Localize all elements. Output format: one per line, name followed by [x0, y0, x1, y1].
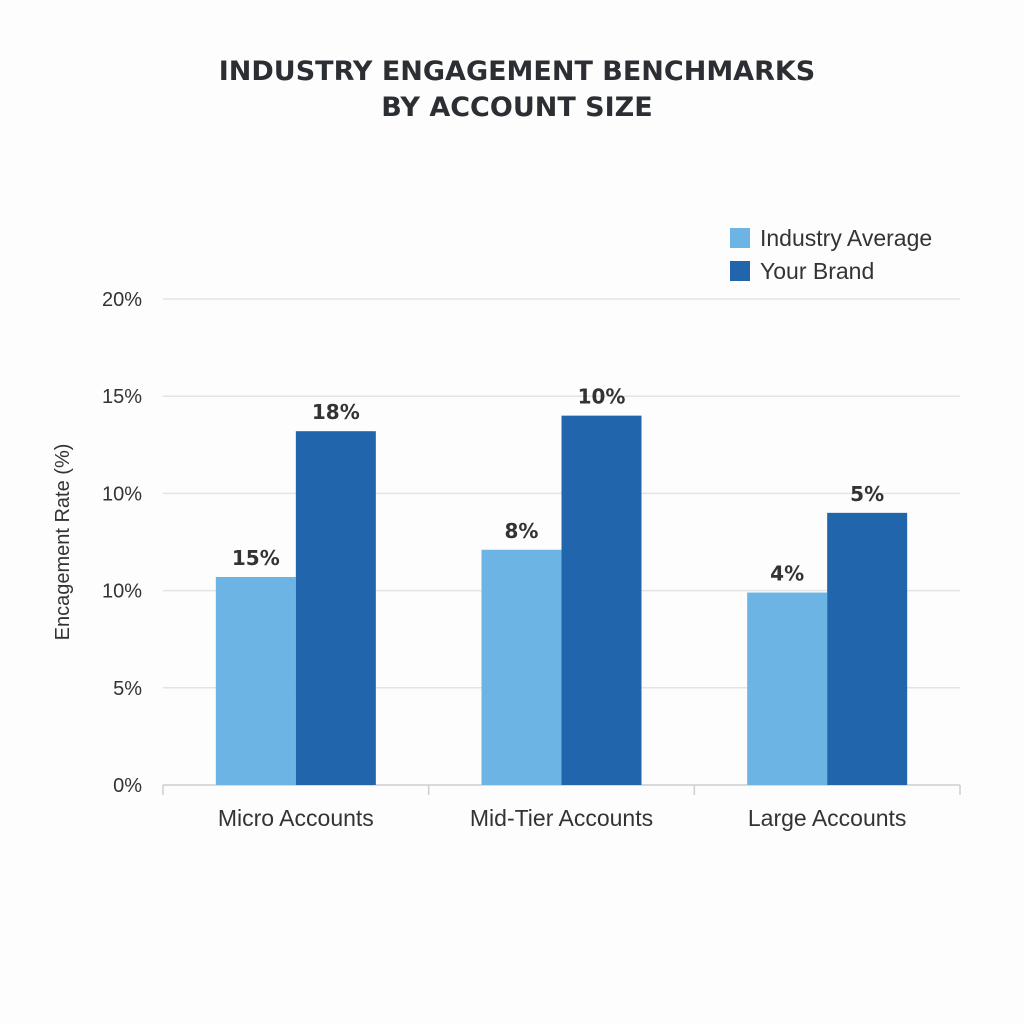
bar — [481, 549, 562, 785]
data-label: 10% — [578, 385, 626, 409]
data-label: 4% — [770, 562, 804, 586]
y-tick-label: 10% — [102, 483, 142, 505]
y-tick-label: 20% — [102, 289, 142, 311]
data-label: 5% — [850, 482, 884, 506]
data-label: 15% — [232, 546, 280, 570]
bar — [215, 576, 296, 785]
legend-swatch — [730, 228, 750, 248]
y-axis-label: Encagement Rate (%) — [52, 444, 74, 641]
x-tick-label: Large Accounts — [748, 805, 907, 831]
chart-title-line-1: INDUSTRY ENGAGEMENT BENCHMARKS — [219, 56, 816, 87]
legend-label: Your Brand — [760, 258, 874, 284]
bar — [827, 512, 908, 785]
bar — [295, 431, 376, 785]
legend-swatch — [730, 261, 750, 281]
y-tick-label: 15% — [102, 386, 142, 408]
x-tick-label: Mid-Tier Accounts — [470, 805, 653, 831]
y-tick-label: 10% — [102, 581, 142, 603]
y-tick-label: 5% — [113, 678, 142, 700]
bar — [561, 415, 642, 785]
y-tick-label: 0% — [113, 775, 142, 797]
bar — [747, 592, 828, 785]
x-tick-label: Micro Accounts — [218, 805, 374, 831]
data-label: 18% — [312, 400, 360, 424]
data-label: 8% — [505, 519, 539, 543]
chart-title-line-2: BY ACCOUNT SIZE — [381, 92, 652, 123]
legend-label: Industry Average — [760, 225, 932, 251]
